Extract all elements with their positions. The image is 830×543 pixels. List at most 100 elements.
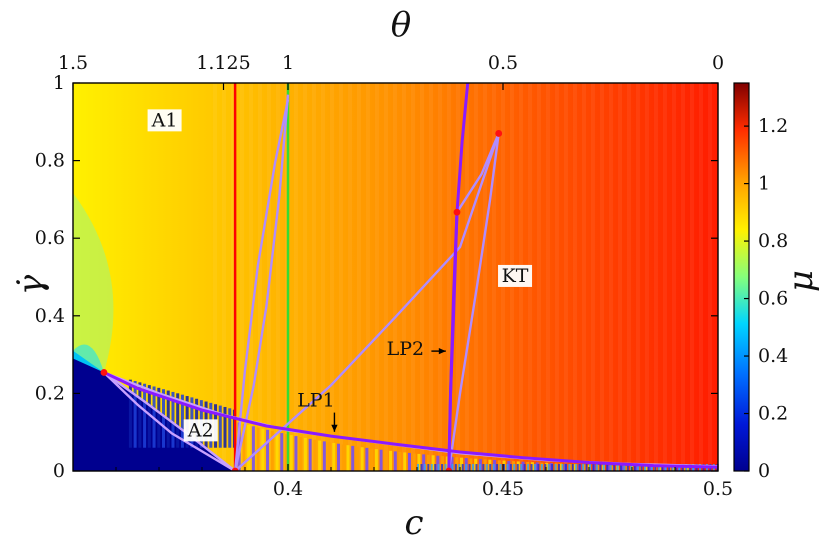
noise-stripe	[275, 432, 279, 471]
noise-stripe	[360, 447, 364, 471]
heatmap-stripe	[366, 83, 370, 471]
heatmap-stripe	[222, 83, 226, 471]
noise-stripe	[308, 438, 312, 471]
bottom-noise	[720, 464, 722, 471]
bottom-noise	[544, 464, 547, 471]
heatmap-stripe	[654, 83, 658, 471]
heatmap-stripe	[258, 83, 262, 471]
noise-stripe	[332, 442, 336, 471]
x2-tick-label: 1.125	[196, 52, 250, 74]
bottom-noise	[540, 464, 543, 471]
colorbar-tick-label: 0.6	[758, 288, 788, 310]
noise-stripe	[672, 467, 676, 471]
y-tick-label: 0.8	[35, 150, 65, 172]
colorbar-tick-label: 0.8	[758, 230, 788, 252]
bottom-noise	[468, 464, 471, 471]
noise-stripe	[299, 437, 303, 471]
bottom-noise	[592, 464, 595, 471]
bottom-noise	[619, 464, 622, 471]
noise-stripe	[303, 437, 307, 471]
bottom-noise	[650, 464, 653, 471]
bottom-noise	[647, 464, 650, 471]
bottom-noise	[668, 464, 671, 471]
bottom-noise	[664, 464, 667, 471]
bottom-noise	[623, 464, 626, 471]
noise-stripe	[223, 406, 227, 448]
y-tick-label: 0	[53, 460, 65, 482]
curve-KT-tongue-3	[447, 133, 500, 471]
heatmap-stripe	[402, 83, 406, 471]
bottom-noise	[482, 464, 485, 471]
bottom-noise	[427, 464, 430, 471]
bottom-noise	[417, 464, 419, 471]
noise-stripe	[162, 389, 166, 448]
noise-stripe	[147, 385, 151, 448]
colorbar-tick-label: 0.4	[758, 345, 788, 367]
bottom-noise	[633, 464, 636, 471]
heatmap-stripe	[213, 83, 217, 471]
noise-stripe	[412, 453, 416, 471]
curve-KT-tongue-2	[455, 132, 500, 213]
bottom-noise	[437, 464, 440, 471]
noise-stripe	[497, 460, 501, 471]
y-tick-label: 1	[53, 72, 65, 94]
bottom-noise	[423, 464, 426, 471]
bottom-noise	[523, 464, 526, 471]
bottom-noise	[564, 464, 567, 471]
noise-stripe	[247, 425, 251, 471]
bottom-noise	[503, 464, 505, 471]
bottom-noise	[461, 464, 464, 471]
noise-stripe	[582, 464, 586, 471]
heatmap-stripe	[699, 83, 703, 471]
bottom-noise	[657, 464, 660, 471]
colorbar-gradient	[733, 82, 750, 472]
heatmap-stripe	[339, 83, 343, 471]
heatmap-stripe	[456, 83, 460, 471]
axes: 0.4 0.45 0.5 1.5 1.125 1 0.5 0 0 0.2 0.4 0.6 0.8 1	[35, 52, 733, 500]
plot-area	[73, 83, 722, 471]
noise-stripe	[180, 394, 184, 448]
bottom-noise	[640, 464, 643, 471]
bottom-noise	[434, 464, 437, 471]
noise-stripe	[176, 393, 180, 448]
critical-point	[453, 208, 461, 216]
noise-stripe	[365, 447, 369, 471]
heatmap-stripe	[393, 83, 397, 471]
bottom-noise	[441, 464, 444, 471]
bottom-noise	[465, 464, 468, 471]
noise-stripe	[379, 449, 383, 471]
heatmap-stripe	[312, 83, 316, 471]
colorbar-tick-label: 0.2	[758, 403, 788, 425]
bottom-noise	[578, 464, 581, 471]
bottom-noise	[472, 464, 475, 471]
critical-point	[445, 467, 453, 471]
labels: c θ γ̇ A1 A2 KT LP1 LP2	[11, 5, 533, 543]
bottom-noise	[513, 464, 516, 471]
noise-stripe	[687, 467, 691, 471]
noise-stripe	[128, 379, 132, 448]
bottom-noise	[661, 464, 664, 471]
noise-stripe	[407, 452, 411, 471]
heatmap-stripe	[636, 83, 640, 471]
noise-stripe	[337, 443, 341, 471]
bottom-noise	[537, 464, 540, 471]
heatmap-stripe	[672, 83, 676, 471]
critical-point	[100, 369, 108, 376]
heatmap-stripe	[492, 83, 496, 471]
bottom-noise	[616, 464, 619, 471]
bottom-noise	[475, 464, 478, 471]
bottom-noise	[554, 464, 557, 471]
bottom-noise	[568, 464, 571, 471]
noise-stripe	[521, 461, 525, 471]
heatmap-stripe	[708, 83, 712, 471]
noise-stripe	[218, 405, 222, 448]
bottom-noise	[530, 464, 533, 471]
heatmap-stripe	[357, 83, 361, 471]
x2-tick-label: 1	[282, 52, 294, 74]
noise-stripe	[620, 465, 624, 471]
heatmap-background	[73, 83, 718, 471]
noise-stripe	[171, 391, 175, 448]
noise-stripe	[327, 442, 331, 471]
bottom-noise	[637, 464, 640, 471]
colorbar-tick-label: 0	[758, 460, 770, 482]
